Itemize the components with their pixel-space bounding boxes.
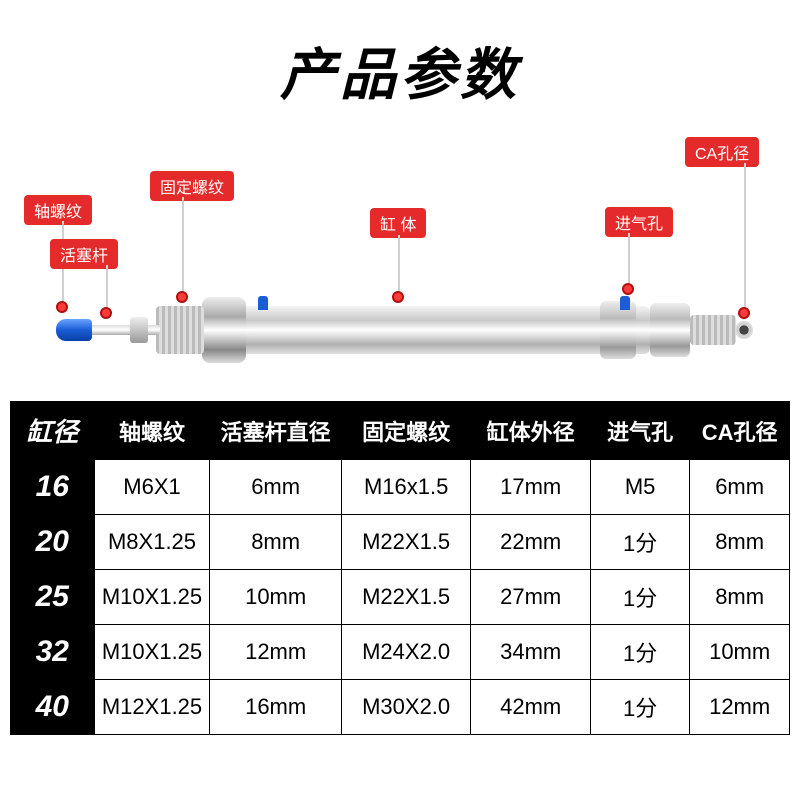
table-cell: 1分 bbox=[590, 680, 689, 735]
table-cell: M6X1 bbox=[94, 460, 210, 515]
table-row: 20M8X1.258mmM22X1.522mm1分8mm bbox=[11, 515, 790, 570]
table-cell: 12mm bbox=[690, 680, 790, 735]
table-header: 活塞杆直径 bbox=[210, 402, 341, 460]
cylinder-endcap-right bbox=[650, 303, 690, 357]
table-cell: 8mm bbox=[210, 515, 341, 570]
table-cell: M30X2.0 bbox=[341, 680, 471, 735]
table-cell: 22mm bbox=[471, 515, 590, 570]
table-cell: M10X1.25 bbox=[94, 625, 210, 680]
table-cell: 12mm bbox=[210, 625, 341, 680]
table-cell: 1分 bbox=[590, 570, 689, 625]
table-cell: 17mm bbox=[471, 460, 590, 515]
table-cell: 1分 bbox=[590, 515, 689, 570]
table-cell: 42mm bbox=[471, 680, 590, 735]
cylinder-endcap-left bbox=[202, 297, 246, 363]
label-shaft-thread: 轴螺纹 bbox=[24, 195, 92, 225]
table-cell: 27mm bbox=[471, 570, 590, 625]
table-rowhead: 32 bbox=[11, 625, 95, 680]
marker-dot-shaft-thread bbox=[56, 301, 68, 313]
table-header: 缸径 bbox=[11, 402, 95, 460]
table-header: 缸体外径 bbox=[471, 402, 590, 460]
table-cell: M10X1.25 bbox=[94, 570, 210, 625]
table-cell: 10mm bbox=[690, 625, 790, 680]
marker-dot-body bbox=[392, 291, 404, 303]
table-cell: 8mm bbox=[690, 570, 790, 625]
table-cell: 8mm bbox=[690, 515, 790, 570]
table-row: 32M10X1.2512mmM24X2.034mm1分10mm bbox=[11, 625, 790, 680]
table-header: 固定螺纹 bbox=[341, 402, 471, 460]
table-header: 轴螺纹 bbox=[94, 402, 210, 460]
table-rowhead: 16 bbox=[11, 460, 95, 515]
table-cell: 34mm bbox=[471, 625, 590, 680]
label-body: 缸 体 bbox=[370, 208, 426, 238]
table-row: 40M12X1.2516mmM30X2.042mm1分12mm bbox=[11, 680, 790, 735]
marker-dot-ca-hole bbox=[738, 307, 750, 319]
table-row: 16M6X16mmM16x1.517mmM56mm bbox=[11, 460, 790, 515]
marker-line-piston-rod bbox=[106, 265, 108, 313]
air-port-1 bbox=[258, 296, 268, 310]
cylinder-body bbox=[240, 306, 650, 354]
cylinder-ring bbox=[600, 301, 636, 359]
marker-dot-fixed-thread bbox=[176, 291, 188, 303]
marker-dot-air-port bbox=[622, 283, 634, 295]
air-port-2 bbox=[620, 296, 630, 310]
marker-line-body bbox=[398, 235, 400, 297]
marker-dot-piston-rod bbox=[100, 307, 112, 319]
table-cell: 6mm bbox=[690, 460, 790, 515]
table-header: 进气孔 bbox=[590, 402, 689, 460]
table-cell: M8X1.25 bbox=[94, 515, 210, 570]
table-cell: M22X1.5 bbox=[341, 515, 471, 570]
cylinder-nut bbox=[130, 317, 148, 343]
table-cell: M12X1.25 bbox=[94, 680, 210, 735]
label-air-port: 进气孔 bbox=[605, 207, 673, 237]
ca-hole bbox=[735, 321, 753, 339]
table-rowhead: 20 bbox=[11, 515, 95, 570]
table-cell: M16x1.5 bbox=[341, 460, 471, 515]
cylinder-piston-rod bbox=[90, 325, 160, 335]
table-cell: 6mm bbox=[210, 460, 341, 515]
cylinder-tip bbox=[56, 319, 92, 341]
label-fixed-thread: 固定螺纹 bbox=[150, 171, 234, 201]
marker-line-ca-hole bbox=[744, 163, 746, 313]
table-rowhead: 25 bbox=[11, 570, 95, 625]
table-cell: M5 bbox=[590, 460, 689, 515]
table-cell: M24X2.0 bbox=[341, 625, 471, 680]
table-row: 25M10X1.2510mmM22X1.527mm1分8mm bbox=[11, 570, 790, 625]
spec-table: 缸径轴螺纹活塞杆直径固定螺纹缸体外径进气孔CA孔径 16M6X16mmM16x1… bbox=[10, 401, 790, 735]
table-header: CA孔径 bbox=[690, 402, 790, 460]
page-title: 产品参数 bbox=[0, 0, 800, 111]
cylinder-fixed-thread bbox=[156, 306, 204, 354]
table-cell: 10mm bbox=[210, 570, 341, 625]
table-cell: M22X1.5 bbox=[341, 570, 471, 625]
label-ca-hole: CA孔径 bbox=[685, 137, 759, 167]
table-rowhead: 40 bbox=[11, 680, 95, 735]
cylinder-rear-thread bbox=[690, 315, 736, 345]
table-cell: 1分 bbox=[590, 625, 689, 680]
marker-line-fixed-thread bbox=[182, 197, 184, 297]
cylinder-diagram: 轴螺纹活塞杆固定螺纹缸 体进气孔CA孔径 bbox=[0, 111, 800, 401]
marker-line-air-port bbox=[628, 233, 630, 289]
table-cell: 16mm bbox=[210, 680, 341, 735]
